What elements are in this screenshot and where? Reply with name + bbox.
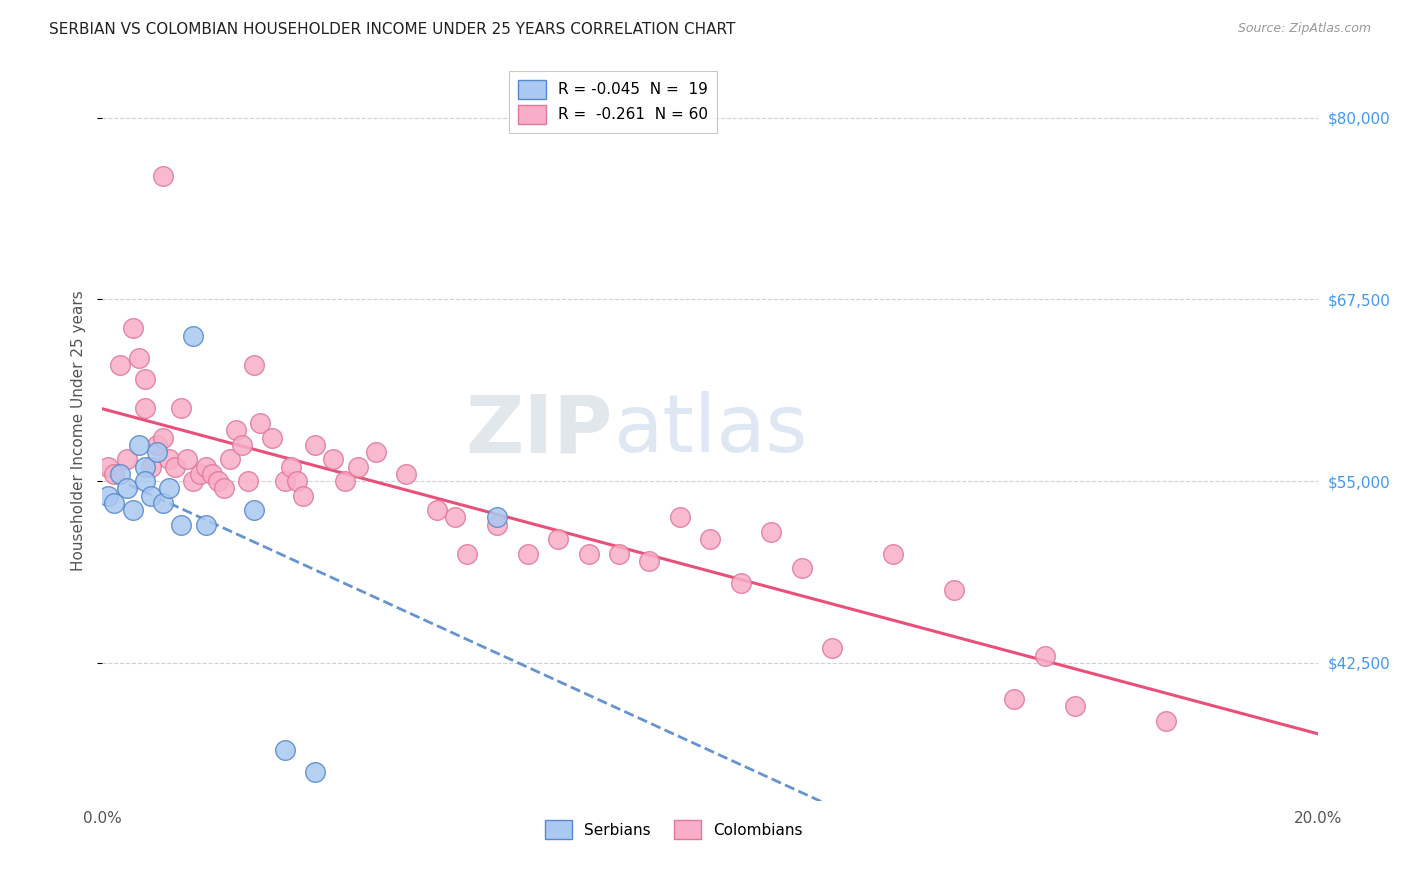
Point	[207, 474, 229, 488]
Point	[273, 743, 295, 757]
Point	[152, 430, 174, 444]
Point	[759, 524, 782, 539]
Point	[194, 459, 217, 474]
Point	[97, 489, 120, 503]
Point	[183, 474, 205, 488]
Point	[134, 401, 156, 416]
Point	[1002, 692, 1025, 706]
Point	[157, 452, 180, 467]
Point	[547, 533, 569, 547]
Point	[1064, 699, 1087, 714]
Point	[146, 438, 169, 452]
Point	[103, 467, 125, 481]
Point	[128, 438, 150, 452]
Point	[225, 423, 247, 437]
Point	[194, 517, 217, 532]
Point	[638, 554, 661, 568]
Point	[280, 459, 302, 474]
Text: Source: ZipAtlas.com: Source: ZipAtlas.com	[1237, 22, 1371, 36]
Point	[146, 445, 169, 459]
Point	[395, 467, 418, 481]
Point	[212, 482, 235, 496]
Point	[304, 764, 326, 779]
Point	[134, 372, 156, 386]
Point	[882, 547, 904, 561]
Point	[262, 430, 284, 444]
Point	[335, 474, 357, 488]
Point	[115, 482, 138, 496]
Point	[231, 438, 253, 452]
Point	[134, 474, 156, 488]
Point	[201, 467, 224, 481]
Point	[165, 459, 187, 474]
Point	[322, 452, 344, 467]
Point	[285, 474, 308, 488]
Text: ZIP: ZIP	[465, 392, 613, 469]
Point	[121, 503, 143, 517]
Point	[103, 496, 125, 510]
Point	[516, 547, 538, 561]
Point	[364, 445, 387, 459]
Point	[115, 452, 138, 467]
Point	[578, 547, 600, 561]
Point	[607, 547, 630, 561]
Point	[97, 459, 120, 474]
Point	[1156, 714, 1178, 728]
Point	[273, 474, 295, 488]
Point	[699, 533, 721, 547]
Point	[486, 517, 509, 532]
Y-axis label: Householder Income Under 25 years: Householder Income Under 25 years	[72, 290, 86, 571]
Point	[236, 474, 259, 488]
Point	[426, 503, 449, 517]
Point	[128, 351, 150, 365]
Point	[1033, 648, 1056, 663]
Point	[134, 459, 156, 474]
Point	[110, 358, 132, 372]
Point	[121, 321, 143, 335]
Point	[486, 510, 509, 524]
Point	[219, 452, 242, 467]
Point	[790, 561, 813, 575]
Point	[183, 328, 205, 343]
Point	[152, 496, 174, 510]
Point	[730, 575, 752, 590]
Legend: Serbians, Colombians: Serbians, Colombians	[538, 814, 810, 845]
Point	[188, 467, 211, 481]
Point	[139, 459, 162, 474]
Text: SERBIAN VS COLOMBIAN HOUSEHOLDER INCOME UNDER 25 YEARS CORRELATION CHART: SERBIAN VS COLOMBIAN HOUSEHOLDER INCOME …	[49, 22, 735, 37]
Point	[456, 547, 478, 561]
Point	[110, 467, 132, 481]
Point	[176, 452, 198, 467]
Point	[346, 459, 368, 474]
Point	[152, 169, 174, 183]
Point	[249, 416, 271, 430]
Point	[669, 510, 692, 524]
Point	[821, 641, 844, 656]
Point	[170, 517, 193, 532]
Point	[304, 438, 326, 452]
Point	[243, 358, 266, 372]
Point	[157, 482, 180, 496]
Point	[444, 510, 467, 524]
Text: atlas: atlas	[613, 392, 807, 469]
Point	[243, 503, 266, 517]
Point	[942, 583, 965, 598]
Point	[291, 489, 314, 503]
Point	[139, 489, 162, 503]
Point	[170, 401, 193, 416]
